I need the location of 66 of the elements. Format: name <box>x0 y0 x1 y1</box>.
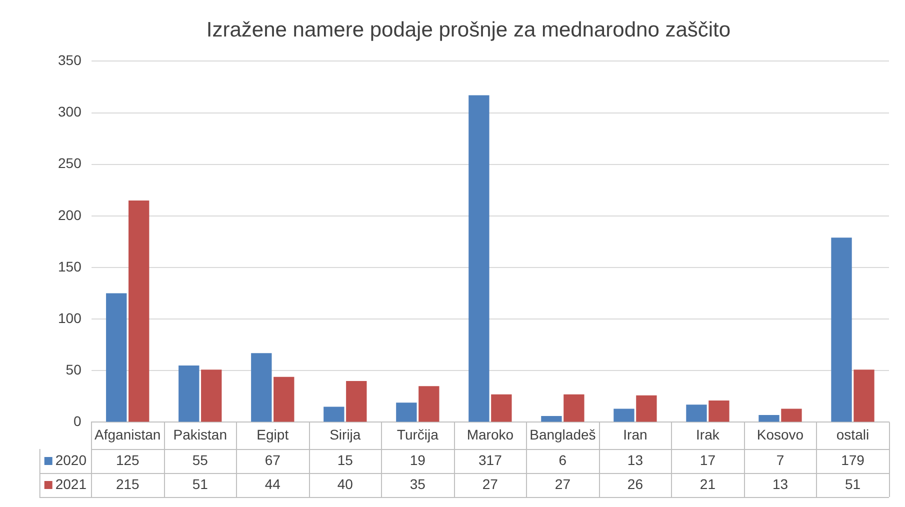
x-tick-label: Bangladeš <box>530 426 596 442</box>
data-label: 51 <box>192 476 208 492</box>
legend-label: 2021 <box>55 476 87 492</box>
data-label: 35 <box>410 476 426 492</box>
bar <box>854 370 874 422</box>
bar <box>418 386 440 422</box>
bar <box>178 365 200 422</box>
x-tick-label: Pakistan <box>173 426 227 442</box>
data-label: 40 <box>337 476 354 492</box>
y-tick-label: 350 <box>58 52 82 68</box>
data-label: 19 <box>410 452 426 468</box>
bar <box>346 380 367 422</box>
bar <box>396 402 417 422</box>
bar <box>106 293 127 422</box>
bar <box>324 406 344 422</box>
y-tick-label: 150 <box>58 258 82 274</box>
data-label: 215 <box>116 476 140 492</box>
bar <box>468 95 490 422</box>
data-label: 15 <box>337 452 354 468</box>
data-label: 67 <box>264 452 281 468</box>
data-label: 17 <box>700 452 716 468</box>
bar <box>251 353 272 422</box>
y-tick-label: 250 <box>58 155 82 172</box>
bar <box>541 416 562 422</box>
x-tick-label: Iran <box>623 426 648 442</box>
data-label: 27 <box>482 476 498 492</box>
data-label: 55 <box>192 452 208 468</box>
y-tick-label: 200 <box>58 206 82 223</box>
bar <box>491 394 512 422</box>
y-tick-label: 300 <box>58 104 82 120</box>
bar <box>758 414 780 422</box>
x-tick-label: Egipt <box>256 426 289 442</box>
bar <box>831 238 852 422</box>
x-tick-label: ostali <box>836 426 870 442</box>
y-tick-label: 50 <box>66 361 82 378</box>
x-tick-label: Irak <box>696 426 720 442</box>
bar <box>128 200 150 422</box>
data-label: 7 <box>776 452 784 468</box>
bar <box>781 408 802 422</box>
data-label: 51 <box>844 476 861 492</box>
x-tick-label: Turčija <box>396 426 439 442</box>
bar <box>636 395 657 422</box>
x-tick-label: Sirija <box>330 426 361 442</box>
data-label: 6 <box>558 452 567 468</box>
bar <box>686 404 707 422</box>
x-tick-label: Afganistan <box>94 426 161 442</box>
bar <box>564 394 584 422</box>
bar <box>201 370 222 422</box>
data-label: 26 <box>627 476 644 492</box>
data-label: 13 <box>772 476 788 492</box>
y-tick-label: 100 <box>58 310 82 326</box>
data-label: 21 <box>700 476 716 492</box>
x-tick-label: Maroko <box>466 426 514 442</box>
bar <box>274 376 294 422</box>
y-tick-label: 0 <box>74 413 82 430</box>
data-label: 27 <box>554 476 571 492</box>
data-label: 179 <box>841 452 865 468</box>
data-label: 44 <box>264 476 281 492</box>
bar <box>614 408 634 422</box>
data-label: 317 <box>478 452 502 468</box>
chart-title: Izražene namere podaje prošnje za mednarodno zaščito <box>206 18 731 42</box>
x-tick-label: Kosovo <box>756 426 804 442</box>
data-label: 13 <box>627 452 644 468</box>
data-label: 125 <box>116 452 140 468</box>
bar <box>708 400 730 422</box>
legend-label: 2020 <box>55 452 87 468</box>
